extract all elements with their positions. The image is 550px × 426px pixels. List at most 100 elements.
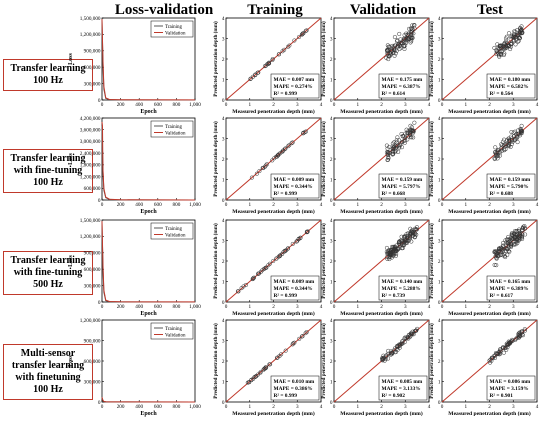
scatter-point	[287, 43, 292, 48]
scatter-point	[274, 256, 279, 261]
row-label-3-line-2: with fine-tuning	[13, 267, 83, 278]
metric-label: MAPE = 3.133%	[382, 386, 421, 392]
x-tick-label: 400	[135, 404, 143, 410]
scatter-point	[283, 348, 288, 353]
y-tick-label: 2	[438, 57, 441, 63]
scatter-point	[503, 245, 508, 250]
scatter-point	[260, 268, 265, 273]
panel-train-row1: 0 1 2 3 4 0 1 2 3 4 Measured penetration depth (mm…	[212, 16, 323, 115]
metrics-box	[270, 73, 320, 99]
y-tick-label: 3	[222, 136, 225, 142]
scatter-point	[278, 253, 283, 258]
scatter-point	[286, 44, 291, 49]
scatter-point	[409, 332, 414, 337]
scatter-point	[493, 145, 498, 150]
metrics-box	[378, 275, 428, 301]
row-label-2-line-2: with fine-tuning	[13, 165, 83, 176]
metric-label: MAPE = 6.582%	[490, 84, 529, 90]
scatter-point	[397, 138, 402, 143]
scatter-point	[414, 227, 419, 232]
scatter-point	[387, 257, 392, 262]
y-tick-label: 2	[330, 259, 333, 265]
row-label-4-line-1: Multi-sensor	[20, 348, 76, 359]
x-tick-label: 0	[101, 102, 104, 108]
x-axis-label: Measured penetration depth (mm)	[232, 410, 315, 417]
scatter-point	[385, 149, 390, 154]
y-tick-label: 2	[222, 259, 225, 265]
scatter-point	[402, 37, 407, 42]
scatter-point	[388, 52, 393, 57]
scatter-point	[390, 351, 395, 356]
scatter-point	[505, 252, 510, 257]
scatter-point	[410, 35, 415, 40]
scatter-point	[267, 261, 272, 266]
scatter-point	[403, 39, 408, 44]
scatter-point	[256, 271, 261, 276]
metric-label: MAE = 0.085 mm	[382, 379, 423, 385]
scatter-point	[257, 169, 262, 174]
scatter-point	[275, 355, 280, 360]
scatter-point	[519, 330, 524, 335]
scatter-point	[407, 334, 412, 340]
scatter-point	[502, 251, 507, 256]
scatter-point	[521, 226, 526, 231]
y-tick-label: 3	[222, 338, 225, 344]
x-tick-label: 3	[512, 102, 515, 108]
x-tick-label: 4	[428, 202, 431, 208]
scatter-point	[503, 147, 508, 152]
scatter-point	[394, 140, 399, 145]
x-tick-label: 2	[272, 304, 275, 310]
scatter-point	[386, 351, 391, 356]
scatter-point	[255, 70, 260, 75]
series-line-validation	[101, 397, 196, 403]
x-tick-label: 200	[117, 102, 125, 108]
x-tick-label: 1,000	[189, 202, 201, 208]
scatter-point	[404, 234, 409, 239]
y-tick-label: 1	[438, 177, 441, 183]
scatter-point	[499, 145, 504, 150]
scatter-point	[513, 237, 518, 242]
x-tick-label: 2	[272, 202, 275, 208]
metric-label: R² = 0.999	[274, 91, 298, 97]
y-tick-label: 1	[222, 279, 225, 285]
y-tick-label: 0	[438, 300, 441, 306]
x-tick-label: 3	[404, 304, 407, 310]
scatter-point	[385, 146, 390, 151]
x-axis-label: Measured penetration depth (mm)	[340, 108, 423, 115]
x-axis-label: Measured penetration depth (mm)	[448, 208, 531, 215]
scatter-point	[518, 131, 523, 136]
scatter-point	[398, 342, 403, 347]
row-label-2-line-3: 100 Hz	[33, 177, 63, 188]
scatter-point	[515, 140, 520, 145]
scatter-point	[385, 48, 390, 53]
x-tick-label: 0	[225, 202, 228, 208]
y-tick-label: 1,800,000	[80, 163, 101, 169]
scatter-point	[385, 48, 390, 53]
scatter-point	[509, 231, 514, 236]
x-tick-label: 2	[380, 202, 383, 208]
scatter-point	[522, 327, 527, 332]
scatter-point	[410, 233, 415, 238]
scatter-point	[516, 229, 521, 234]
scatter-point	[516, 333, 521, 338]
y-tick-label: 2	[330, 157, 333, 163]
y-tick-label: 0	[222, 198, 225, 204]
metric-label: MAPE = 5.790%	[490, 184, 529, 190]
legend-label-validation: Validation	[165, 333, 186, 338]
row-label-2: Transfer learning with fine-tuning 100 H…	[3, 149, 93, 193]
scatter-point	[522, 224, 527, 229]
scatter-point	[394, 48, 399, 53]
y-tick-label: 3	[222, 36, 225, 42]
scatter-point	[506, 339, 511, 344]
y-tick-label: 0	[330, 98, 333, 104]
x-tick-label: 4	[536, 304, 539, 310]
scatter-point	[290, 241, 295, 247]
scatter-point	[505, 40, 510, 46]
metric-label: R² = 0.564	[490, 91, 514, 97]
scatter-point	[517, 26, 523, 31]
y-tick-label: 4	[222, 116, 225, 122]
x-tick-label: 2	[380, 304, 383, 310]
metric-label: MAE = 0.086 mm	[490, 379, 531, 385]
x-tick-label: 4	[536, 102, 539, 108]
y-axis-label: Predicted penetration depth (mm)	[320, 223, 327, 299]
